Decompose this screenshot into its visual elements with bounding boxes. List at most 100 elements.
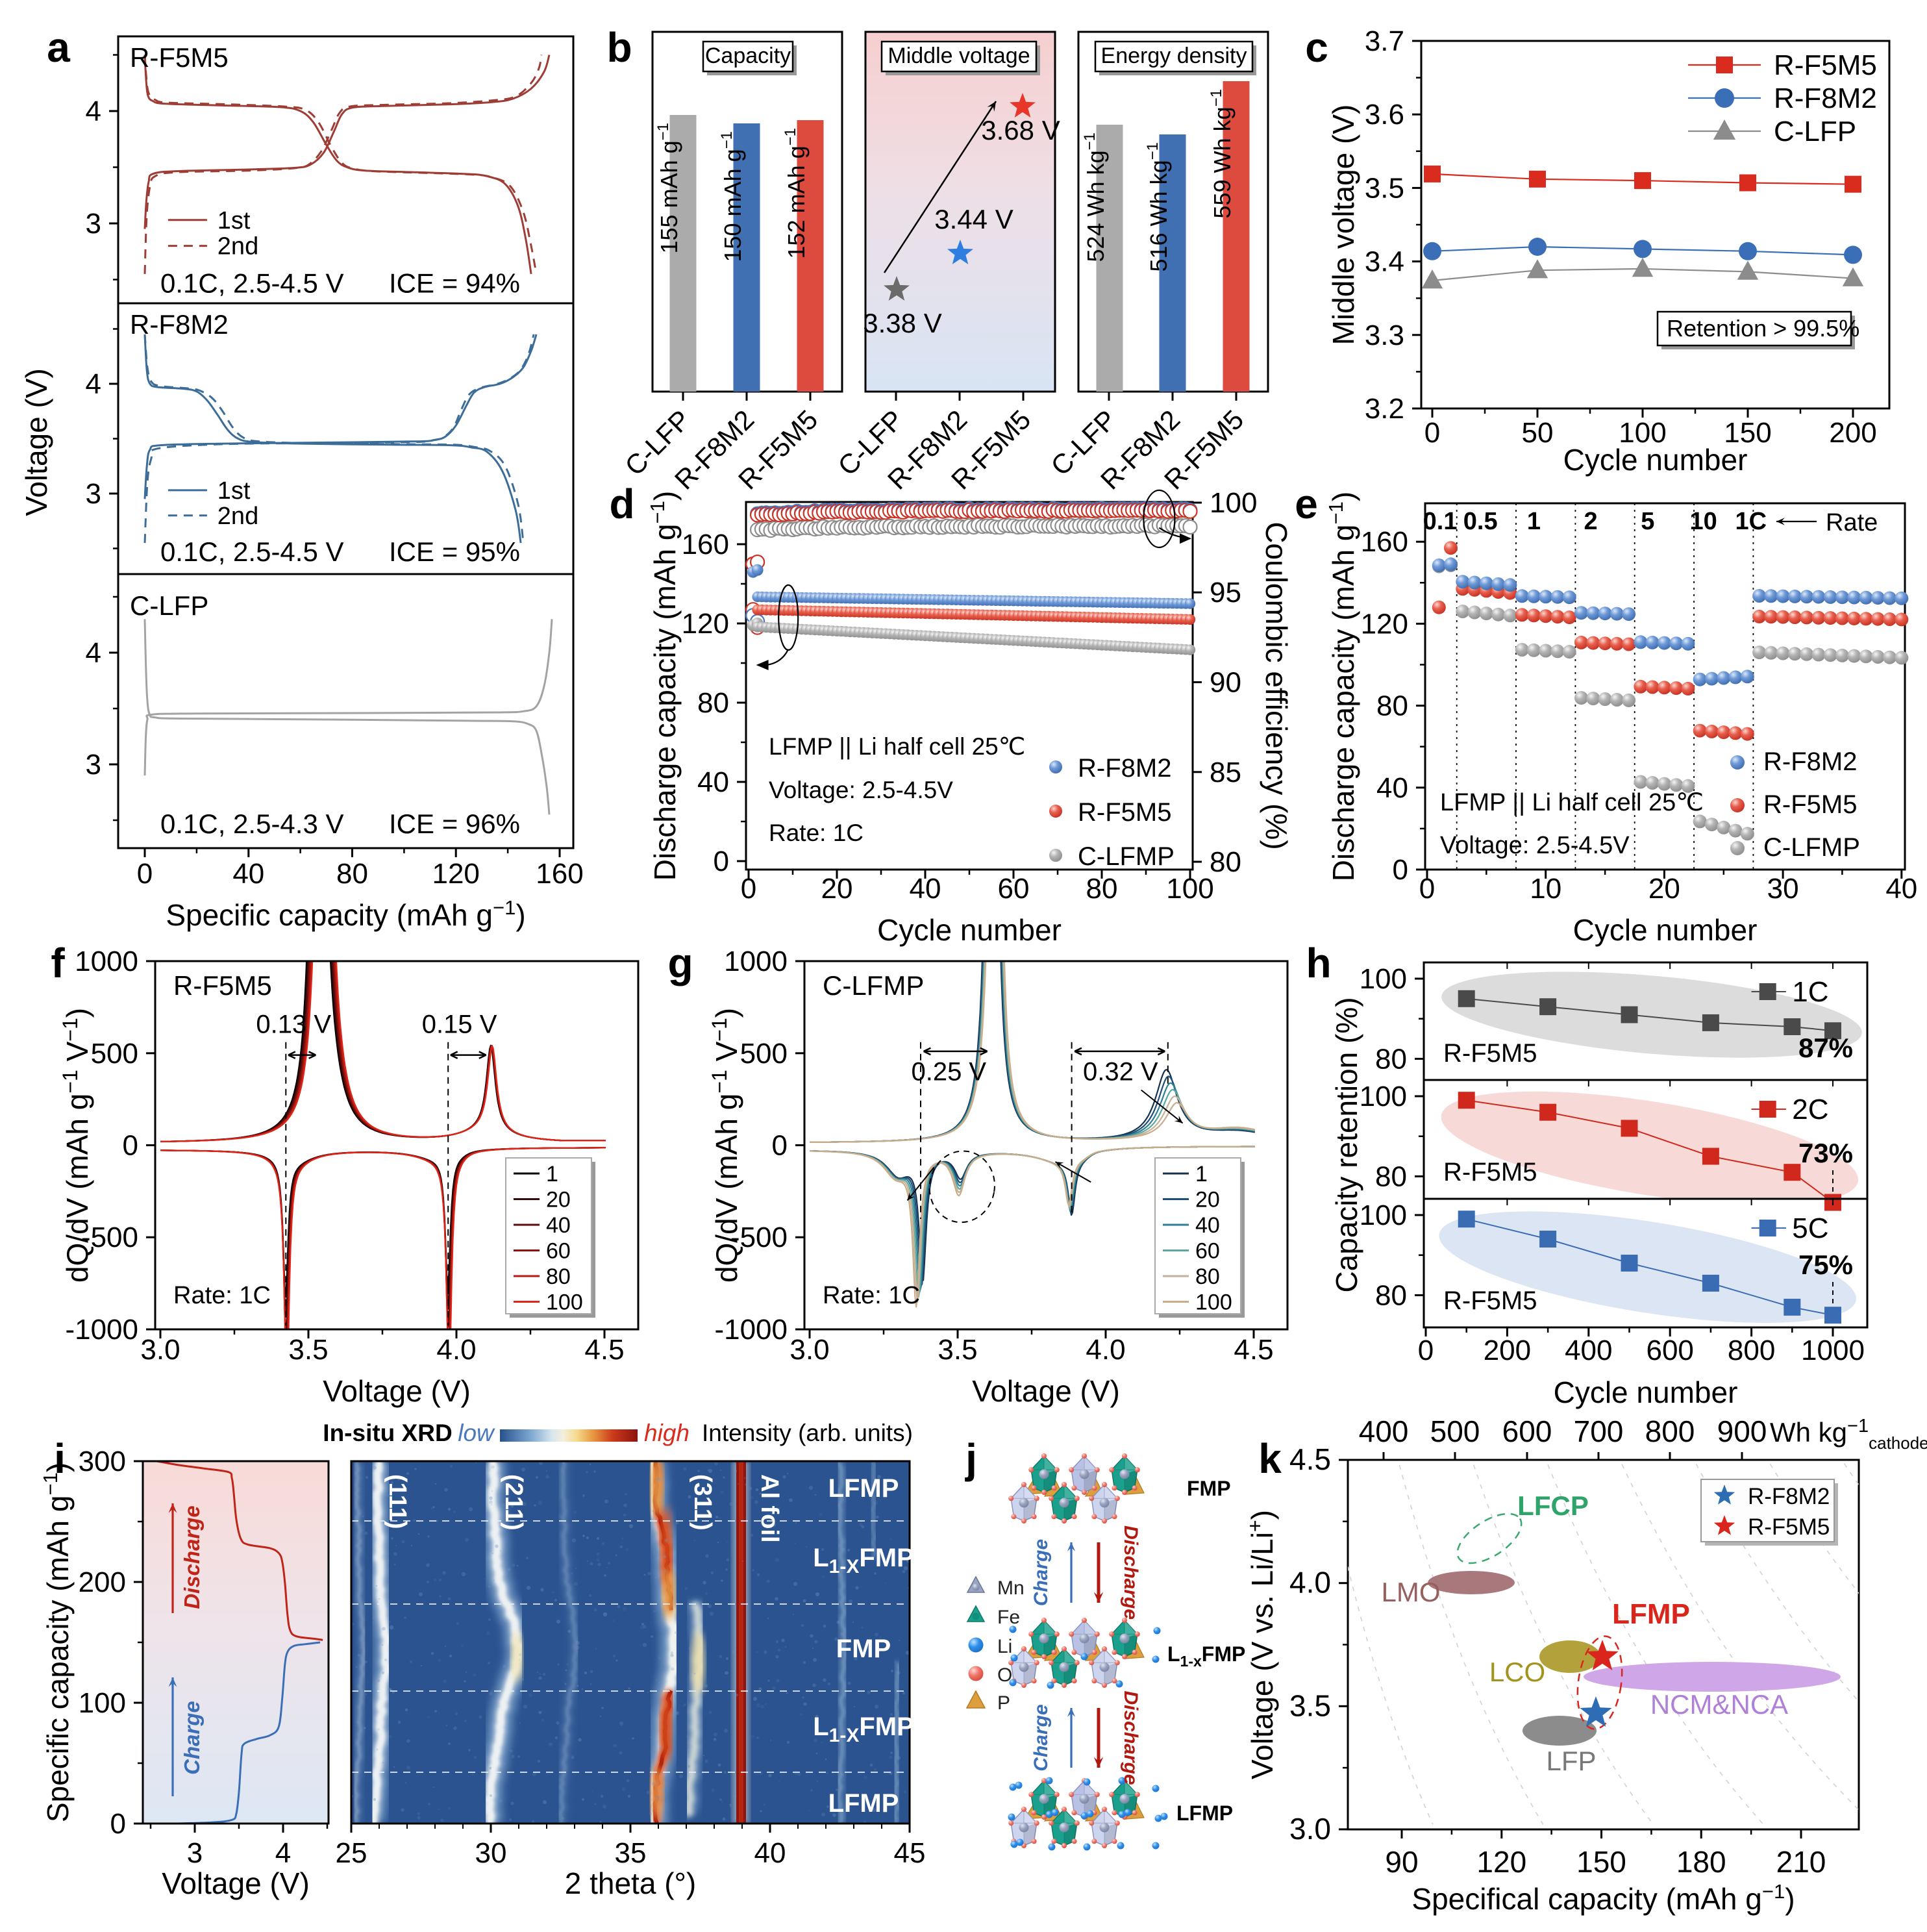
svg-text:0.25 V: 0.25 V — [911, 1058, 986, 1086]
svg-text:95: 95 — [1210, 577, 1241, 608]
svg-text:Charge: Charge — [1030, 1704, 1052, 1771]
svg-text:120: 120 — [1476, 1845, 1526, 1879]
svg-text:high: high — [644, 1420, 690, 1446]
svg-text:0.15 V: 0.15 V — [422, 1010, 497, 1039]
svg-text:210: 210 — [1776, 1845, 1826, 1879]
svg-text:R-F5M5: R-F5M5 — [1774, 49, 1877, 81]
svg-text:Cycle number: Cycle number — [1554, 1375, 1738, 1409]
svg-text:0: 0 — [741, 873, 756, 905]
svg-text:Cycle number: Cycle number — [1563, 443, 1748, 477]
svg-text:LFMP: LFMP — [1612, 1598, 1690, 1630]
svg-text:Al foil: Al foil — [756, 1474, 783, 1543]
svg-text:R-F8M2: R-F8M2 — [1774, 82, 1877, 114]
svg-text:Discharge: Discharge — [1120, 1690, 1141, 1785]
svg-text:120: 120 — [1361, 608, 1408, 640]
svg-text:30: 30 — [1767, 873, 1799, 905]
svg-text:Rate: Rate — [1826, 509, 1878, 536]
svg-text:Middle voltage: Middle voltage — [888, 44, 1030, 68]
svg-text:160: 160 — [682, 529, 729, 560]
svg-text:Discharge: Discharge — [180, 1505, 204, 1609]
svg-text:4.5: 4.5 — [584, 1334, 624, 1366]
svg-text:20: 20 — [1195, 1188, 1220, 1212]
svg-text:40: 40 — [754, 1837, 786, 1869]
svg-text:10: 10 — [1690, 508, 1717, 535]
svg-text:LFMP: LFMP — [1176, 1801, 1233, 1825]
svg-text:60: 60 — [998, 873, 1030, 905]
svg-text:559 Wh kg−1: 559 Wh kg−1 — [1208, 89, 1236, 218]
svg-text:LFMP: LFMP — [828, 1474, 899, 1503]
svg-text:R-F5M5: R-F5M5 — [1443, 1158, 1537, 1186]
svg-text:FMP: FMP — [1187, 1477, 1231, 1500]
svg-text:3.7: 3.7 — [1365, 25, 1404, 57]
svg-text:dQ/dV (mAh g−1 V−1): dQ/dV (mAh g−1 V−1) — [58, 1008, 94, 1283]
svg-text:Discharge capacity (mAh g−1): Discharge capacity (mAh g−1) — [646, 491, 682, 881]
svg-text:600: 600 — [1502, 1414, 1552, 1448]
svg-text:3: 3 — [86, 478, 101, 510]
svg-text:152 mAh g−1: 152 mAh g−1 — [782, 128, 810, 259]
svg-text:85: 85 — [1210, 757, 1241, 788]
svg-text:Mn: Mn — [997, 1577, 1025, 1599]
svg-text:100: 100 — [1360, 963, 1407, 995]
svg-text:75%: 75% — [1798, 1249, 1853, 1280]
svg-text:40: 40 — [1376, 772, 1408, 804]
svg-text:C-LFP: C-LFP — [1774, 116, 1856, 147]
svg-text:80: 80 — [1195, 1264, 1220, 1289]
svg-text:R-F5M5: R-F5M5 — [1748, 1514, 1830, 1540]
svg-text:3.38 V: 3.38 V — [863, 308, 941, 338]
svg-text:3.0: 3.0 — [789, 1334, 829, 1366]
svg-text:0.32 V: 0.32 V — [1083, 1058, 1158, 1086]
svg-text:0: 0 — [1418, 1335, 1434, 1366]
svg-text:(311): (311) — [689, 1474, 716, 1531]
svg-text:516 Wh kg−1: 516 Wh kg−1 — [1144, 142, 1172, 271]
svg-text:1: 1 — [1195, 1162, 1208, 1186]
svg-text:LFCP: LFCP — [1517, 1490, 1589, 1521]
svg-text:c: c — [1305, 24, 1328, 71]
svg-text:ICE = 96%: ICE = 96% — [389, 809, 520, 839]
svg-text:90: 90 — [1385, 1845, 1418, 1879]
svg-text:j: j — [965, 1435, 977, 1482]
svg-text:2nd: 2nd — [218, 233, 258, 260]
svg-text:200: 200 — [1829, 417, 1876, 449]
svg-text:300: 300 — [79, 1446, 126, 1477]
svg-text:100: 100 — [1360, 1199, 1407, 1231]
svg-text:0.1: 0.1 — [1423, 508, 1458, 535]
svg-text:C-LFP: C-LFP — [130, 590, 208, 621]
svg-text:Charge: Charge — [180, 1701, 204, 1775]
svg-text:40: 40 — [1885, 873, 1917, 905]
svg-text:600: 600 — [1646, 1335, 1693, 1366]
svg-text:ICE = 94%: ICE = 94% — [389, 268, 520, 298]
svg-text:100: 100 — [1166, 873, 1213, 905]
svg-text:R-F5M5: R-F5M5 — [173, 970, 272, 1001]
svg-text:Specifical capacity (mAh g−1): Specifical capacity (mAh g−1) — [1411, 1880, 1795, 1916]
svg-text:(211): (211) — [500, 1474, 527, 1531]
svg-text:low: low — [458, 1420, 495, 1446]
svg-text:FMP: FMP — [836, 1635, 891, 1663]
svg-text:40: 40 — [697, 766, 729, 798]
svg-text:1st: 1st — [218, 207, 251, 234]
svg-text:3: 3 — [187, 1837, 203, 1869]
svg-text:k: k — [1258, 1435, 1282, 1482]
svg-text:500: 500 — [1430, 1414, 1480, 1448]
svg-text:500: 500 — [91, 1038, 138, 1070]
svg-text:500: 500 — [740, 1038, 788, 1070]
svg-text:Cycle number: Cycle number — [1573, 913, 1758, 947]
svg-text:3.0: 3.0 — [1289, 1812, 1331, 1846]
svg-text:i: i — [54, 1435, 66, 1482]
svg-text:80: 80 — [1375, 1279, 1407, 1311]
svg-text:80: 80 — [1376, 690, 1408, 722]
svg-text:30: 30 — [475, 1837, 507, 1869]
svg-text:1000: 1000 — [724, 946, 788, 977]
svg-text:R-F8M2: R-F8M2 — [130, 309, 229, 340]
svg-text:80: 80 — [697, 687, 729, 719]
svg-text:20: 20 — [1648, 873, 1680, 905]
svg-text:3: 3 — [86, 208, 101, 240]
svg-text:80: 80 — [546, 1264, 571, 1289]
svg-text:O: O — [997, 1664, 1012, 1686]
svg-text:d: d — [609, 481, 634, 527]
svg-text:4: 4 — [86, 637, 101, 669]
svg-text:0: 0 — [772, 1130, 788, 1162]
svg-text:80: 80 — [1375, 1043, 1407, 1075]
svg-text:700: 700 — [1574, 1414, 1624, 1448]
svg-text:1: 1 — [546, 1162, 558, 1186]
svg-text:LFMP || Li half cell 25℃: LFMP || Li half cell 25℃ — [769, 733, 1025, 760]
